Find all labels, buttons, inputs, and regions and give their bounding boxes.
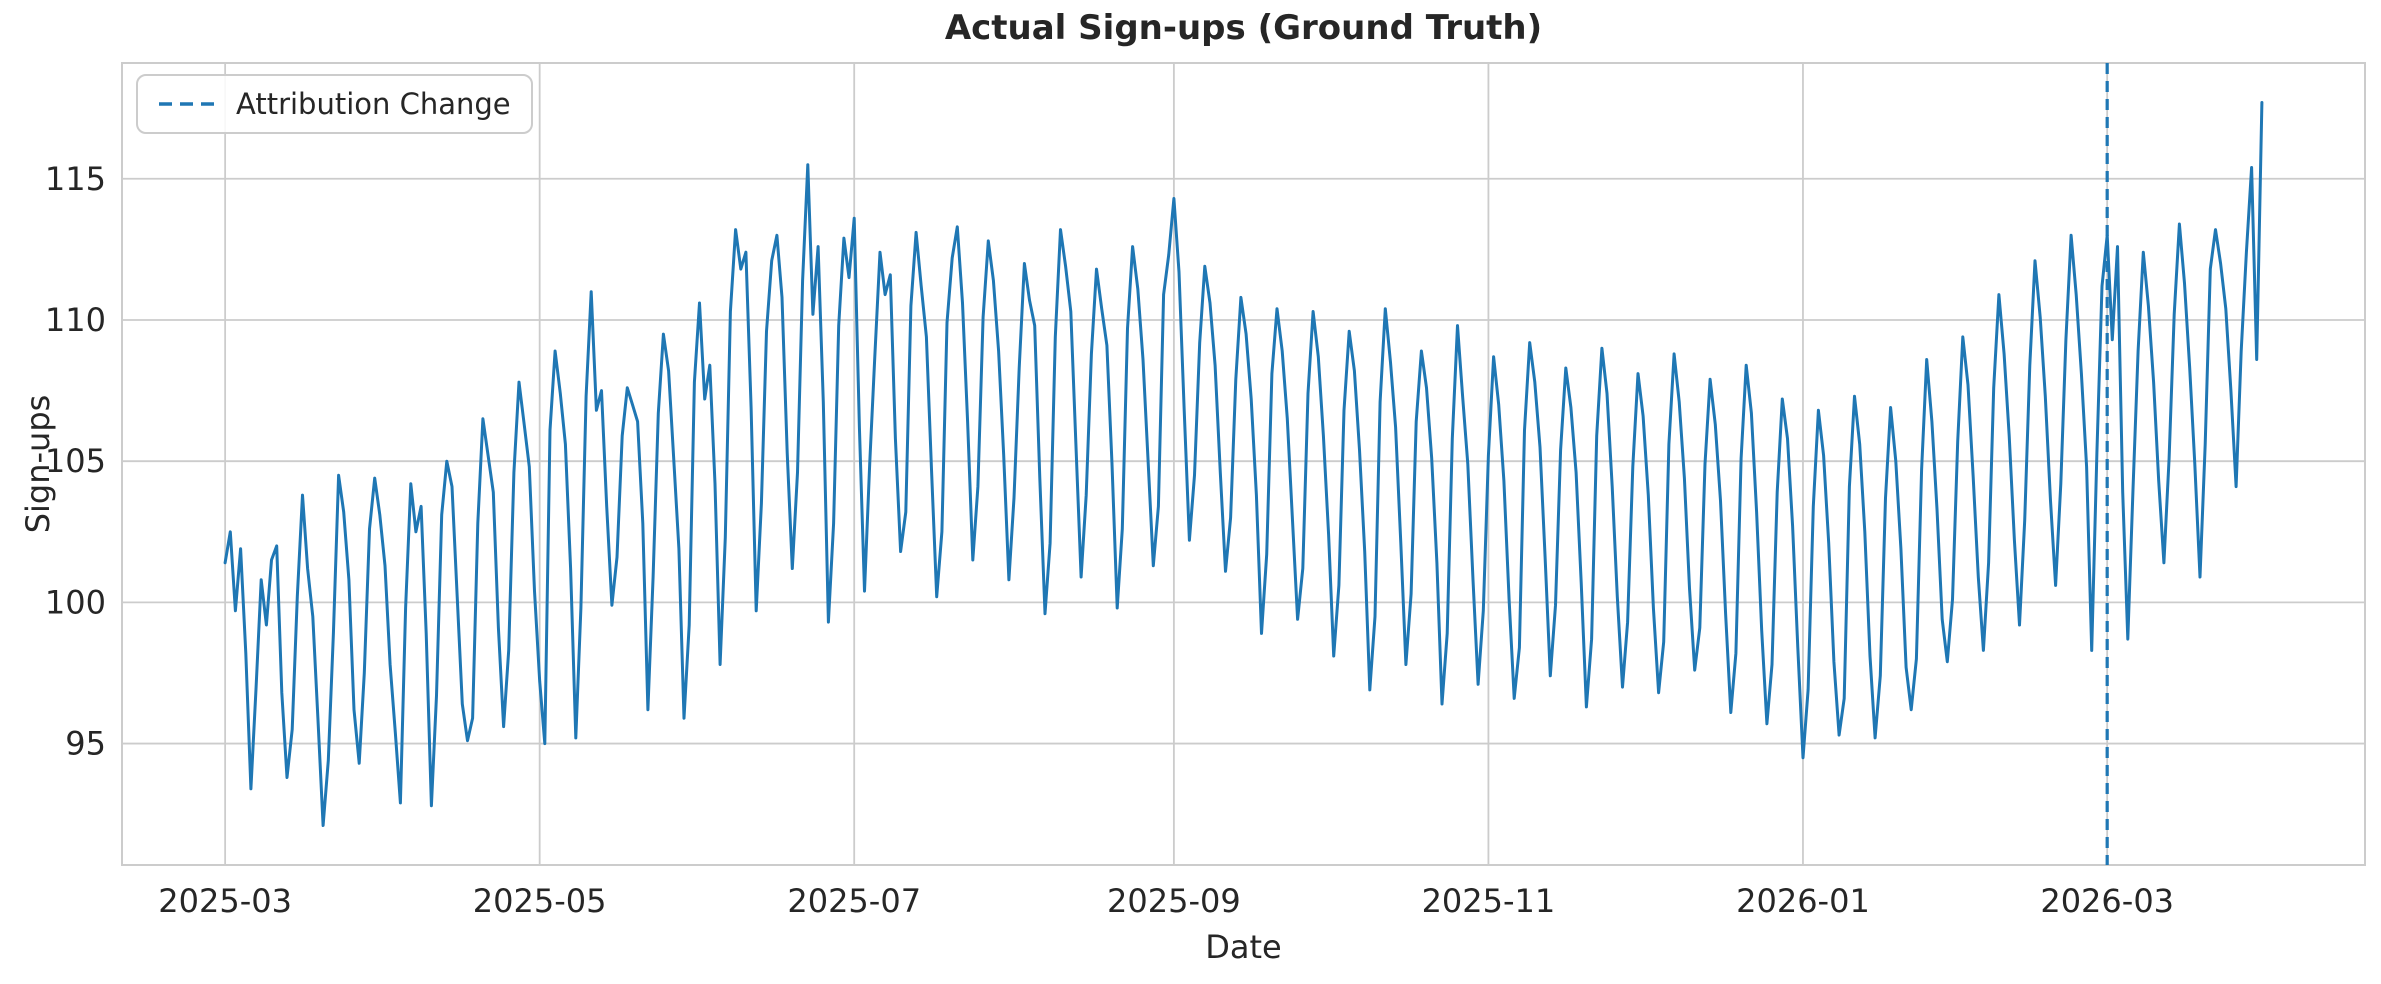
legend-label: Attribution Change: [236, 87, 511, 121]
y-tick-label: 115: [45, 160, 106, 198]
x-tick-label: 2025-07: [787, 882, 921, 920]
y-axis-label: Sign-ups: [19, 394, 57, 534]
x-axis-label: Date: [1205, 928, 1282, 966]
plot-border: [121, 62, 2366, 866]
chart-title: Actual Sign-ups (Ground Truth): [944, 8, 1543, 48]
x-tick-label: 2026-01: [1736, 882, 1870, 920]
legend: Attribution Change: [136, 74, 533, 134]
x-tick-label: 2026-03: [2040, 882, 2174, 920]
x-tick-label: 2025-03: [158, 882, 292, 920]
y-tick-label: 100: [45, 583, 106, 621]
signups-series-line: [223, 101, 2264, 827]
x-tick-label: 2025-09: [1107, 882, 1241, 920]
x-tick-label: 2025-11: [1422, 882, 1556, 920]
y-tick-label: 105: [45, 442, 106, 480]
legend-dashed-line-icon: [159, 102, 219, 106]
y-tick-label: 95: [65, 725, 106, 763]
x-tick-label: 2025-05: [473, 882, 607, 920]
y-tick-label: 110: [45, 301, 106, 339]
